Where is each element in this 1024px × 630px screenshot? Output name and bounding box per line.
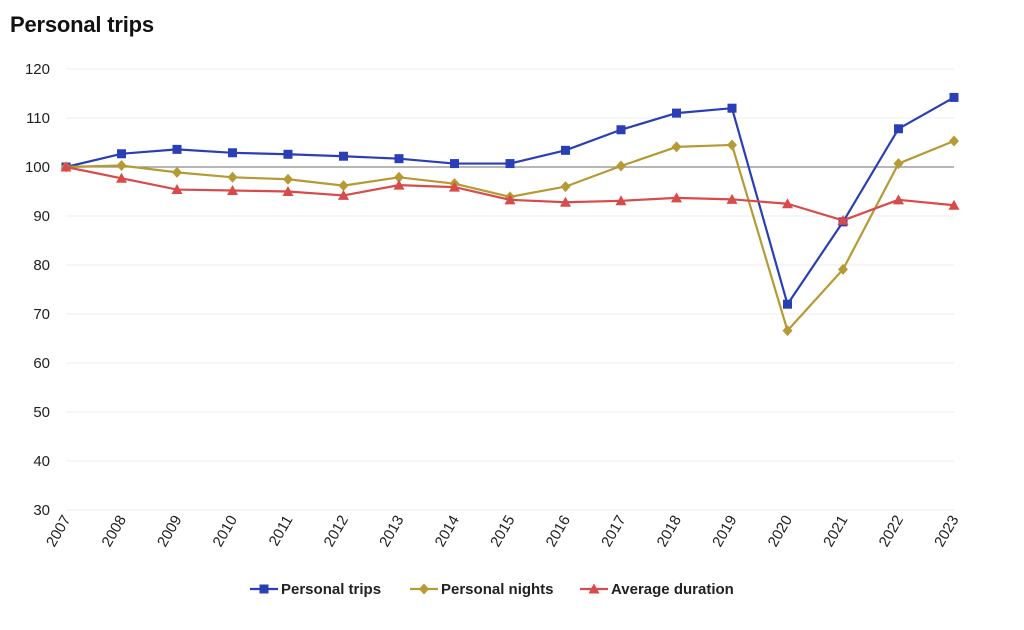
y-tick-label: 70 bbox=[33, 306, 50, 323]
data-point bbox=[393, 179, 405, 190]
data-point bbox=[894, 124, 903, 134]
legend-label: Personal nights bbox=[441, 581, 554, 598]
data-point bbox=[60, 161, 72, 172]
legend-swatch-marker bbox=[588, 583, 600, 594]
x-tick-label: 2008 bbox=[99, 513, 130, 550]
data-point bbox=[560, 181, 571, 193]
data-point bbox=[782, 198, 793, 209]
data-point bbox=[505, 159, 515, 169]
data-point bbox=[560, 196, 571, 207]
x-tick-label: 2022 bbox=[876, 513, 907, 550]
data-point bbox=[838, 263, 848, 275]
data-point bbox=[782, 325, 793, 337]
x-tick-label: 2010 bbox=[210, 513, 241, 550]
legend-item-average-duration: Average duration bbox=[580, 581, 734, 598]
data-point bbox=[227, 171, 238, 183]
x-tick-label: 2017 bbox=[598, 513, 629, 550]
data-point bbox=[227, 185, 238, 196]
data-point bbox=[949, 135, 959, 147]
x-tick-label: 2018 bbox=[654, 513, 685, 550]
data-point bbox=[504, 194, 516, 205]
legend-swatch-marker bbox=[419, 583, 429, 595]
y-tick-label: 90 bbox=[33, 208, 50, 225]
data-point bbox=[449, 181, 460, 192]
data-point bbox=[172, 166, 182, 178]
data-point bbox=[671, 192, 682, 203]
legend-item-personal-trips: Personal trips bbox=[250, 581, 381, 598]
series-line bbox=[65, 140, 955, 332]
data-point bbox=[117, 149, 126, 159]
series-layer bbox=[60, 92, 960, 337]
x-axis: 2007 2008 2009 2010 2011 2012 2013 2014 2015 2016… bbox=[43, 513, 962, 550]
data-point bbox=[116, 160, 127, 172]
data-point bbox=[228, 148, 237, 158]
data-point bbox=[671, 141, 682, 153]
data-point bbox=[394, 154, 404, 164]
x-tick-label: 2020 bbox=[765, 513, 796, 550]
data-point bbox=[672, 108, 681, 118]
x-tick-label: 2019 bbox=[709, 513, 740, 550]
data-point bbox=[837, 214, 849, 225]
data-point bbox=[783, 299, 792, 309]
y-tick-label: 50 bbox=[33, 404, 50, 421]
y-tick-label: 110 bbox=[26, 110, 50, 127]
data-point bbox=[893, 194, 904, 205]
y-tick-label: 100 bbox=[25, 159, 50, 176]
data-point bbox=[116, 172, 127, 183]
x-tick-label: 2013 bbox=[376, 513, 407, 550]
y-axis: 30 40 50 60 70 80 90 100 110 120 bbox=[25, 61, 50, 519]
legend-label: Personal trips bbox=[281, 581, 381, 598]
data-point bbox=[949, 92, 959, 102]
chart-title: Personal trips bbox=[10, 12, 154, 37]
x-tick-label: 2016 bbox=[543, 513, 574, 550]
x-tick-label: 2011 bbox=[266, 513, 297, 549]
data-point bbox=[616, 125, 626, 135]
data-point bbox=[726, 193, 738, 204]
y-tick-label: 80 bbox=[33, 257, 50, 274]
data-point bbox=[282, 186, 294, 196]
data-point bbox=[561, 145, 570, 155]
legend: Personal trips Personal nights Average dur… bbox=[250, 581, 734, 598]
series-average-duration bbox=[60, 161, 960, 225]
data-point bbox=[172, 144, 182, 154]
legend-swatch-marker bbox=[259, 584, 269, 594]
data-point bbox=[283, 173, 293, 185]
data-point bbox=[893, 158, 904, 170]
data-point bbox=[450, 159, 459, 169]
x-tick-label: 2014 bbox=[432, 513, 463, 550]
x-tick-label: 2023 bbox=[931, 513, 962, 550]
data-point bbox=[338, 189, 349, 200]
y-tick-label: 120 bbox=[25, 61, 50, 78]
legend-item-personal-nights: Personal nights bbox=[410, 581, 554, 598]
data-point bbox=[948, 199, 960, 210]
data-point bbox=[283, 149, 293, 159]
legend-label: Average duration bbox=[611, 581, 734, 598]
data-point bbox=[727, 103, 737, 113]
data-point bbox=[339, 151, 348, 161]
data-point bbox=[616, 160, 626, 172]
x-tick-label: 2021 bbox=[820, 513, 851, 550]
grid-layer bbox=[66, 68, 954, 511]
x-tick-label: 2015 bbox=[487, 513, 518, 550]
data-point bbox=[727, 139, 737, 151]
y-tick-label: 40 bbox=[33, 453, 50, 470]
x-tick-label: 2009 bbox=[154, 513, 185, 550]
y-tick-label: 30 bbox=[33, 502, 50, 519]
data-point bbox=[394, 171, 404, 183]
data-point bbox=[615, 195, 627, 206]
data-point bbox=[171, 184, 183, 195]
y-tick-label: 60 bbox=[33, 355, 50, 372]
data-point bbox=[338, 180, 349, 192]
x-tick-label: 2012 bbox=[321, 513, 352, 550]
